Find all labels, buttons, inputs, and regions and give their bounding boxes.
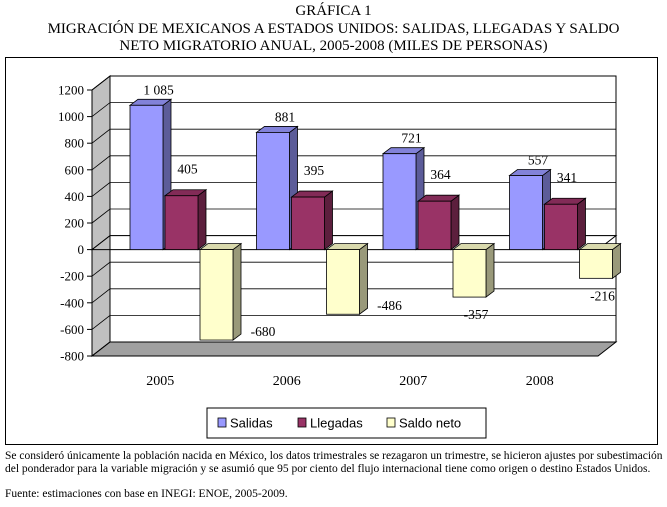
y-tick-label: -200: [60, 269, 84, 284]
bar-salidas-2006: [255, 125, 299, 251]
bar-saldo-neto-2005: [198, 242, 243, 341]
gridline: [91, 288, 616, 304]
data-label-llegadas-2007: 364: [430, 167, 451, 182]
chart-frame: -800 -600 -400 -200 0 200 400 600 800 1000 1200 1 0…: [5, 57, 658, 445]
y-tick-label: -400: [60, 295, 84, 310]
y-tick-label: -600: [60, 322, 84, 337]
data-label-saldo-neto-2007: -357: [464, 307, 489, 322]
data-label-llegadas-2005: 405: [177, 162, 198, 177]
data-label-saldo-neto-2006: -486: [377, 298, 402, 313]
y-tick-label: 400: [65, 189, 85, 204]
gridline: [91, 261, 616, 277]
chart-title-line-1: MIGRACIÓN DE MEXICANOS A ESTADOS UNIDOS:…: [47, 21, 620, 37]
data-label-salidas-2006: 881: [275, 109, 295, 124]
legend-swatch-salidas: [217, 417, 227, 428]
source-note: Fuente: estimaciones con base en INEGI: …: [5, 488, 288, 500]
y-tick-label: 0: [78, 242, 85, 257]
data-label-llegadas-2006: 395: [304, 163, 325, 178]
footnote: Se consideró únicamente la población nac…: [5, 450, 663, 475]
floor: [90, 341, 618, 357]
y-tick-label: 800: [65, 136, 85, 151]
data-label-llegadas-2008: 341: [557, 170, 577, 185]
bar-saldo-neto-2008: [578, 242, 622, 280]
x-tick-label-2008: 2008: [526, 374, 554, 389]
data-label-saldo-neto-2005: -680: [251, 324, 276, 339]
y-tick-label: 200: [65, 216, 85, 231]
bar-llegadas-2006: [290, 190, 334, 251]
gridline: [91, 128, 616, 144]
legend-swatch-llegadas: [297, 417, 307, 428]
gridline: [91, 314, 616, 330]
y-tick-label: -800: [60, 349, 84, 364]
bar-llegadas-2008: [543, 197, 587, 251]
y-tick-label: 1000: [58, 109, 84, 124]
bar-saldo-neto-2006: [325, 242, 369, 316]
data-label-salidas-2007: 721: [401, 131, 421, 146]
gridline: [91, 75, 616, 91]
y-tick-label: 1200: [58, 83, 84, 98]
gridline: [91, 341, 616, 357]
y-tick-label: 600: [65, 162, 85, 177]
gridline: [91, 155, 616, 171]
bar-saldo-neto-2007: [451, 242, 496, 298]
gridline: [91, 182, 616, 197]
data-label-salidas-2008: 557: [528, 153, 549, 168]
bar-salidas-2007: [381, 146, 426, 251]
legend-label-saldo-neto: Saldo neto: [399, 416, 461, 431]
data-label-salidas-2005: 1 085: [143, 82, 174, 97]
legend-box: [206, 407, 487, 439]
legend-swatch-saldo-neto: [386, 417, 396, 428]
chart-title-line-2: NETO MIGRATORIO ANUAL, 2005-2008 (MILES …: [119, 38, 548, 54]
data-label-saldo-neto-2008: -216: [590, 288, 615, 303]
chart-number: GRÁFICA 1: [295, 3, 372, 19]
legend-label-salidas: Salidas: [230, 416, 273, 431]
x-tick-label-2007: 2007: [399, 374, 427, 389]
bar-llegadas-2007: [416, 194, 461, 251]
legend-label-llegadas: Llegadas: [310, 416, 363, 431]
x-tick-label-2005: 2005: [146, 374, 174, 389]
bar-chart: -800 -600 -400 -200 0 200 400 600 800 1000 1200 1 0…: [58, 74, 622, 439]
bar-llegadas-2005: [163, 188, 208, 251]
gridline: [91, 102, 616, 117]
x-tick-label-2006: 2006: [273, 374, 301, 389]
